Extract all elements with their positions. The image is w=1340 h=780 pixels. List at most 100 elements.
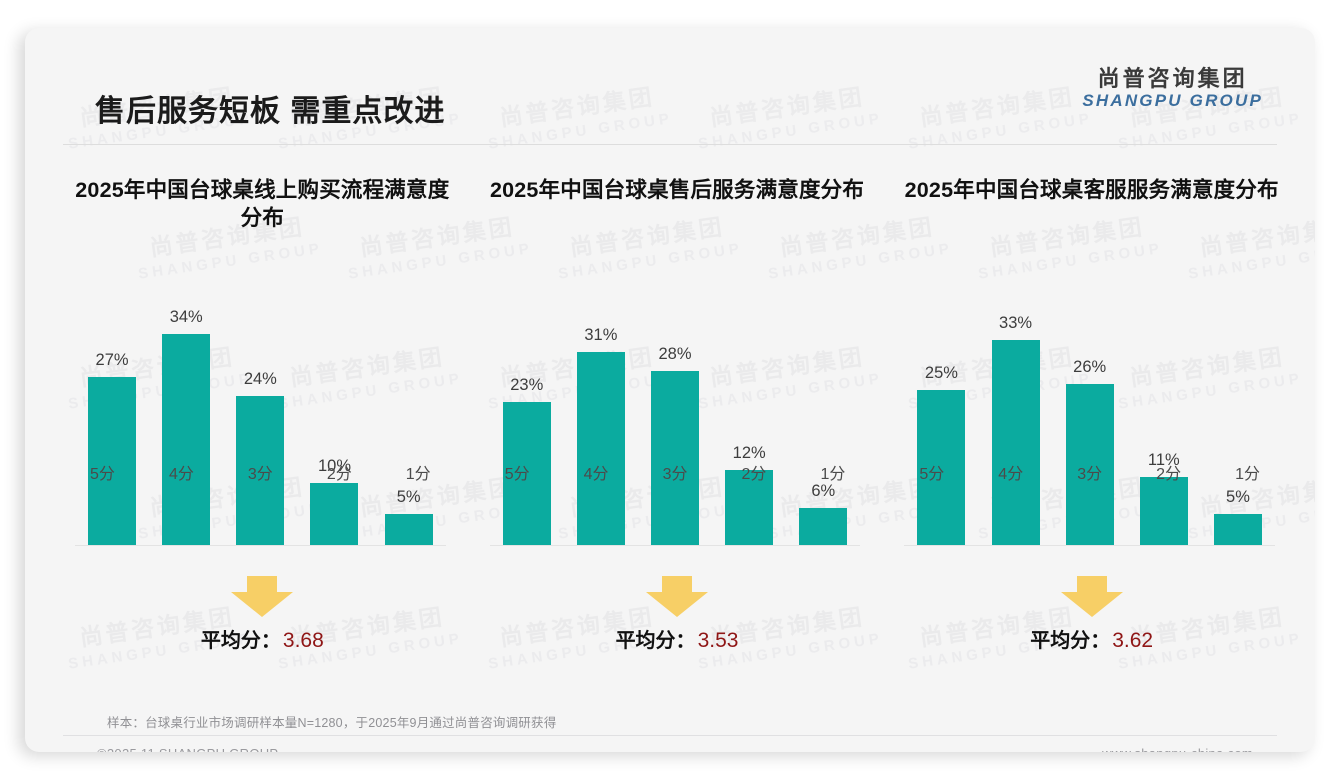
bar[interactable] — [576, 352, 625, 545]
average-score-callout: 平均分：3.68 — [55, 576, 470, 653]
category-label: 2分 — [326, 466, 352, 483]
bar-value-label: 27% — [95, 351, 129, 369]
chart-panel-3: 2025年中国台球桌客服服务满意度分布 25% 33% 26% 11% 5% 5分 4分 3分 2… — [884, 176, 1299, 676]
average-score-callout: 平均分：3.62 — [884, 576, 1299, 653]
chart-plot-area: 27% 34% 24% 10% 5% — [67, 268, 458, 546]
bar-slot: 5% — [1201, 268, 1275, 545]
footnote: 样本：台球桌行业市场调研样本量N=1280，于2025年9月通过尚普咨询调研获得 — [107, 716, 557, 730]
bar-value-label: 11% — [1147, 451, 1180, 469]
chart-panel-2: 2025年中国台球桌售后服务满意度分布 23% 31% 28% 12% 6% 5分 4分 3分 2… — [470, 176, 885, 676]
bar-value-label: 26% — [1073, 358, 1107, 376]
category-axis: 5分 4分 3分 2分 1分 — [892, 460, 1287, 484]
category-label: 3分 — [662, 466, 688, 483]
chart-baseline — [904, 545, 1276, 546]
category-label: 1分 — [820, 466, 846, 483]
logo-chinese-text: 尚普咨询集团 — [1097, 66, 1248, 91]
bar[interactable] — [725, 470, 774, 545]
bar-slot: 12% — [712, 268, 786, 545]
bar[interactable] — [1065, 384, 1114, 545]
footer-copyright: ©2025.11 SHANGPU GROUP — [97, 746, 278, 752]
average-score-text: 平均分：3.62 — [884, 624, 1299, 653]
average-score-text: 平均分：3.68 — [55, 624, 470, 653]
bar[interactable] — [799, 508, 848, 545]
bar-slot: 31% — [564, 268, 638, 545]
bar-group: 27% 34% 24% 10% 5% — [75, 268, 446, 545]
bar-slot: 24% — [223, 268, 297, 545]
bar[interactable] — [1213, 514, 1262, 545]
bar-value-label: 23% — [510, 376, 544, 394]
chart-plot-area: 23% 31% 28% 12% 6% — [482, 268, 873, 546]
footer-website[interactable]: www.shangpu-china.com — [1102, 746, 1253, 752]
bar-value-label: 5% — [396, 488, 421, 506]
page-title: 售后服务短板 需重点改进 — [95, 95, 446, 128]
bar-slot: 27% — [75, 268, 149, 545]
category-label: 2分 — [741, 466, 767, 483]
arrow-wrap — [55, 576, 470, 618]
company-logo: 尚普咨询集团 SHANGPU GROUP — [1082, 66, 1263, 112]
average-score-label: 平均分： — [200, 630, 281, 652]
bar[interactable] — [917, 390, 966, 545]
chart-title: 2025年中国台球桌客服服务满意度分布 — [904, 178, 1279, 202]
bar-value-label: 34% — [169, 308, 203, 326]
bar-value-label: 10% — [317, 457, 351, 475]
arrow-down-icon — [231, 576, 294, 617]
chart-title: 2025年中国台球桌售后服务满意度分布 — [489, 178, 865, 202]
category-label: 4分 — [168, 466, 194, 483]
category-label: 5分 — [504, 466, 530, 483]
average-score-value: 3.62 — [1112, 629, 1154, 652]
bar-value-label: 28% — [658, 345, 692, 363]
bar-slot: 34% — [149, 268, 223, 545]
category-label: 1分 — [1235, 466, 1261, 483]
average-score-label: 平均分： — [1030, 630, 1111, 652]
category-label: 2分 — [1156, 466, 1182, 483]
arrow-wrap — [884, 576, 1299, 618]
chart-plot-area: 25% 33% 26% 11% 5% — [896, 268, 1287, 546]
bar-value-label: 12% — [732, 444, 766, 462]
chart-baseline — [489, 545, 861, 546]
average-score-label: 平均分： — [615, 630, 696, 652]
bar[interactable] — [1139, 477, 1188, 545]
bar[interactable] — [651, 371, 700, 545]
category-label: 4分 — [583, 466, 609, 483]
bar[interactable] — [162, 334, 211, 545]
bar-value-label: 5% — [1226, 488, 1250, 506]
arrow-wrap — [470, 576, 885, 618]
bar[interactable] — [502, 402, 551, 545]
average-score-value: 3.53 — [697, 629, 739, 652]
slide-header: 售后服务短板 需重点改进 尚普咨询集团 SHANGPU GROUP — [25, 28, 1315, 128]
bar[interactable] — [88, 377, 137, 545]
bar-group: 23% 31% 28% 12% 6% — [490, 268, 861, 545]
bar-slot: 11% — [1127, 268, 1201, 545]
header-divider — [63, 144, 1277, 145]
bar-slot: 5% — [372, 268, 446, 545]
bar-value-label: 31% — [584, 326, 618, 344]
bar-slot: 10% — [297, 268, 371, 545]
category-axis: 5分 4分 3分 2分 1分 — [478, 460, 873, 484]
average-score-callout: 平均分：3.53 — [470, 576, 885, 653]
category-label: 5分 — [919, 466, 945, 483]
bar[interactable] — [310, 483, 359, 545]
bar[interactable] — [991, 340, 1040, 545]
bar-value-label: 24% — [243, 370, 277, 388]
category-label: 5分 — [90, 466, 115, 483]
chart-title: 2025年中国台球桌线上购买流程满意度分布 — [75, 178, 450, 231]
bar-group: 25% 33% 26% 11% 5% — [904, 268, 1275, 545]
bar-slot: 33% — [978, 268, 1052, 545]
chart-panel-1: 2025年中国台球桌线上购买流程满意度分布 27% 34% 24% 10% 5% 5分 4分 3… — [55, 176, 470, 676]
footer-divider — [63, 735, 1277, 736]
category-label: 3分 — [1077, 466, 1103, 483]
bar[interactable] — [384, 514, 433, 545]
average-score-value: 3.68 — [282, 629, 324, 652]
bar-value-label: 25% — [924, 364, 958, 382]
bar-slot: 23% — [490, 268, 564, 545]
slide: 尚普咨询集团 SHANGPU GROUP 尚普咨询集团 SHANGPU GROUP 尚普… — [25, 28, 1315, 752]
bar-slot: 26% — [1053, 268, 1127, 545]
bar[interactable] — [236, 396, 285, 545]
category-label: 1分 — [405, 466, 431, 483]
category-label: 3分 — [247, 466, 273, 483]
category-axis: 5分 4分 3分 2分 1分 — [63, 460, 458, 484]
arrow-down-icon — [646, 576, 708, 617]
charts-row: 2025年中国台球桌线上购买流程满意度分布 27% 34% 24% 10% 5% 5分 4分 3… — [55, 176, 1299, 676]
logo-english-text: SHANGPU GROUP — [1082, 91, 1263, 111]
bar-slot: 25% — [904, 268, 978, 545]
